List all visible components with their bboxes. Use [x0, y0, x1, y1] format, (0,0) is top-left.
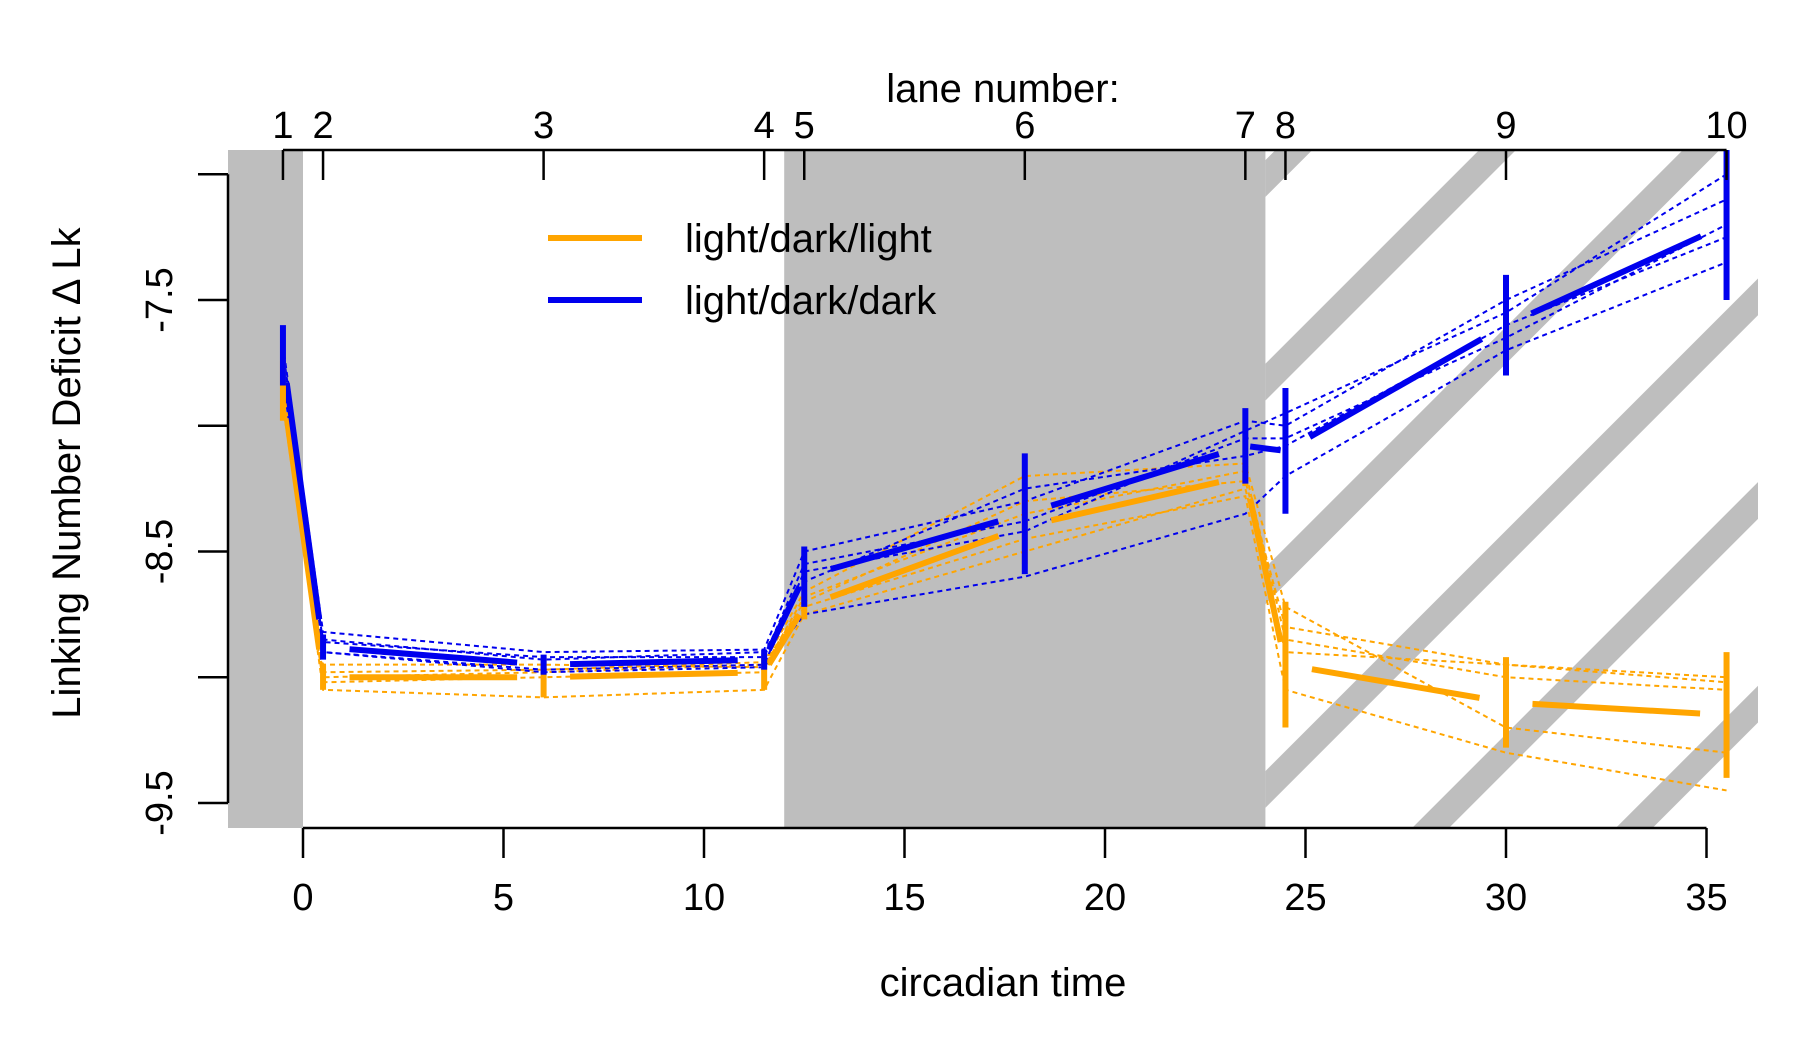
- mean-segment-0-3: [766, 613, 802, 666]
- x-axis-title: circadian time: [880, 961, 1127, 1005]
- x-tick-label-2: 10: [683, 877, 725, 919]
- mean-segment-0-5: [1050, 479, 1220, 524]
- error-bars: [279, 150, 1730, 778]
- lane-axis-title: lane number:: [886, 67, 1119, 111]
- replicate-line-1-3: [281, 261, 1727, 674]
- mean-segment-0-7: [1311, 666, 1481, 701]
- mean-segment-1-5: [1050, 451, 1220, 509]
- mean-segment-0-2: [569, 669, 738, 680]
- lane-label-7: 7: [1235, 105, 1256, 147]
- mean-segment-0-8: [1532, 700, 1701, 717]
- lane-label-6: 6: [1014, 105, 1035, 147]
- mean-segment-1-3: [766, 585, 803, 651]
- lane-label-9: 9: [1495, 105, 1516, 147]
- mean-segment-0-4: [829, 533, 1000, 601]
- legend-label-light-dark-dark: light/dark/dark: [685, 279, 937, 323]
- mean-segment-0-6: [1247, 498, 1284, 643]
- hatched-period: [1265, 150, 1758, 828]
- x-tick-label-0: 0: [292, 877, 313, 919]
- axes: [226, 148, 1727, 830]
- mean-segment-1-7: [1308, 336, 1484, 440]
- dark-period-shading: [228, 150, 1758, 828]
- y-ticks: -9.5 -8.5 -7.5: [139, 173, 228, 836]
- x-tick-label-1: 5: [493, 877, 514, 919]
- x-tick-label-3: 15: [883, 877, 925, 919]
- y-tick-label-0: -9.5: [139, 770, 181, 835]
- replicate-line-1-0: [281, 198, 1727, 654]
- x-tick-label-7: 35: [1685, 877, 1727, 919]
- lane-label-5: 5: [794, 105, 815, 147]
- mean-segment-1-6: [1249, 443, 1282, 454]
- lane-ticks: 1 2 3 4 5 6 7 8 9 10: [272, 105, 1748, 180]
- lane-label-4: 4: [754, 105, 775, 147]
- lane-label-10: 10: [1705, 105, 1747, 147]
- x-ticks: 0 5 10 15 20 25 30 35: [292, 828, 1728, 919]
- dark-period-0: [228, 150, 303, 828]
- mean-segments: [283, 233, 1703, 717]
- replicate-line-0-2: [281, 395, 1727, 691]
- lane-label-3: 3: [533, 105, 554, 147]
- x-tick-label-5: 25: [1284, 877, 1326, 919]
- lane-label-8: 8: [1275, 105, 1296, 147]
- mean-segment-1-8: [1530, 233, 1703, 317]
- y-tick-label-1: -8.5: [139, 519, 181, 584]
- x-tick-label-4: 20: [1084, 877, 1126, 919]
- x-tick-label-6: 30: [1485, 877, 1527, 919]
- y-tick-label-2: -7.5: [139, 267, 181, 332]
- mean-segment-1-4: [829, 518, 1000, 572]
- y-axis-title: Linking Number Deficit Δ Lk: [45, 226, 89, 718]
- lane-label-1: 1: [272, 105, 293, 147]
- mean-segment-1-2: [569, 657, 738, 668]
- replicate-line-0-4: [281, 385, 1727, 754]
- lane-label-2: 2: [312, 105, 333, 147]
- mean-segment-1-0: [283, 382, 323, 620]
- mean-segment-0-0: [283, 417, 323, 650]
- mean-segment-1-1: [349, 646, 518, 666]
- legend-label-light-dark-light: light/dark/light: [685, 217, 932, 261]
- legend: light/dark/light light/dark/dark: [548, 217, 937, 323]
- replicate-line-1-1: [281, 173, 1728, 671]
